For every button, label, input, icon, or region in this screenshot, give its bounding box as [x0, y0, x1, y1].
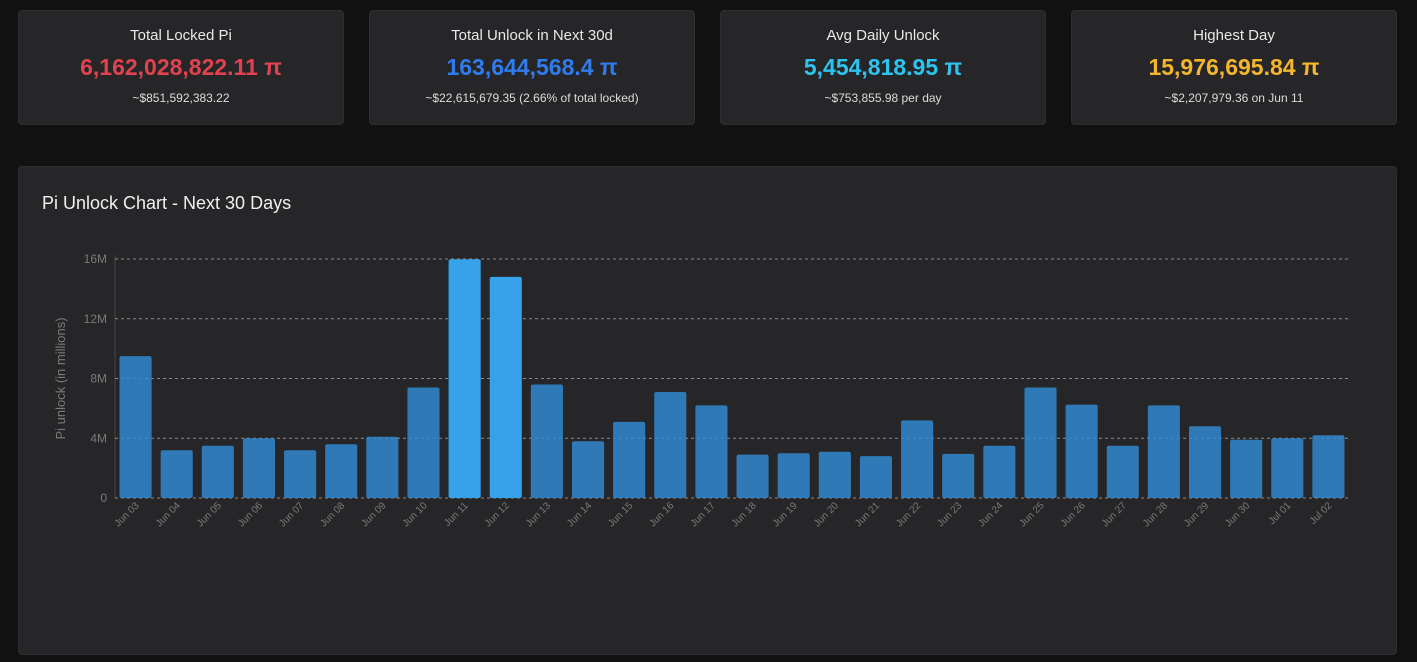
card-title: Avg Daily Unlock: [826, 27, 940, 44]
x-tick-label: Jun 28: [1141, 500, 1170, 529]
bar: [119, 356, 152, 498]
x-tick-label: Jun 25: [1018, 500, 1047, 529]
y-tick-label: 8M: [90, 372, 107, 386]
card-title: Total Unlock in Next 30d: [451, 27, 613, 44]
highest-day-card: Highest Day 15,976,695.84 π ~$2,207,979.…: [1071, 10, 1397, 125]
bar: [571, 441, 605, 498]
bar: [983, 445, 1016, 498]
x-tick-label: Jun 17: [689, 500, 718, 529]
x-tick-label: Jun 08: [318, 500, 347, 529]
bar: [736, 454, 769, 498]
x-tick-label: Jun 21: [853, 500, 882, 529]
avg-daily-unlock-card: Avg Daily Unlock 5,454,818.95 π ~$753,85…: [720, 10, 1046, 125]
bar: [1065, 404, 1098, 498]
card-title: Highest Day: [1193, 27, 1275, 44]
bar: [366, 436, 399, 498]
card-subtitle: ~$2,207,979.36 on Jun 11: [1164, 91, 1304, 105]
card-title: Total Locked Pi: [130, 27, 232, 44]
bar: [901, 420, 934, 498]
y-tick-label: 16M: [84, 252, 107, 266]
x-tick-label: Jul 01: [1267, 500, 1294, 527]
x-tick-label: Jun 14: [565, 500, 594, 529]
bar: [242, 438, 276, 498]
x-tick-label: Jun 24: [976, 500, 1005, 529]
bar: [654, 391, 687, 498]
bar: [489, 276, 522, 498]
card-subtitle: ~$851,592,383.22: [132, 91, 230, 105]
x-tick-label: Jun 09: [359, 500, 388, 529]
bar: [613, 421, 646, 498]
x-tick-label: Jun 12: [483, 500, 512, 529]
card-subtitle: ~$22,615,679.35 (2.66% of total locked): [425, 91, 639, 105]
bar: [859, 456, 893, 498]
bar: [284, 450, 317, 498]
card-value: 163,644,568.4 π: [446, 54, 618, 80]
bar: [818, 451, 851, 498]
bar: [695, 405, 728, 498]
card-value: 15,976,695.84 π: [1148, 54, 1320, 80]
total-locked-card: Total Locked Pi 6,162,028,822.11 π ~$851…: [18, 10, 344, 125]
y-tick-label: 4M: [90, 431, 107, 445]
x-tick-label: Jun 04: [154, 500, 183, 529]
bar: [325, 444, 358, 498]
x-tick-label: Jun 27: [1100, 500, 1129, 529]
bar: [448, 259, 481, 498]
bar: [1188, 426, 1222, 498]
x-tick-label: Jun 23: [935, 500, 964, 529]
y-axis-label: Pi unlock (in millions): [53, 317, 68, 439]
x-tick-label: Jun 16: [647, 500, 676, 529]
bar: [942, 453, 975, 498]
x-tick-label: Jun 18: [730, 500, 759, 529]
bar: [1230, 439, 1263, 498]
x-tick-label: Jun 06: [236, 500, 265, 529]
x-tick-label: Jun 19: [771, 500, 800, 529]
summary-cards: Total Locked Pi 6,162,028,822.11 π ~$851…: [18, 10, 1397, 125]
x-tick-label: Jun 07: [277, 500, 306, 529]
bar: [160, 450, 193, 498]
unlock-chart-panel: Pi Unlock Chart - Next 30 Days 0 4M 8M 12M 1…: [18, 166, 1397, 655]
x-tick-label: Jun 05: [195, 500, 224, 529]
y-tick-label: 0: [100, 491, 107, 505]
bar: [777, 453, 810, 498]
bar: [1312, 435, 1345, 498]
card-subtitle: ~$753,855.98 per day: [824, 91, 942, 105]
chart-title: Pi Unlock Chart - Next 30 Days: [42, 193, 292, 213]
x-tick-label: Jun 26: [1059, 500, 1088, 529]
bar: [1271, 438, 1304, 498]
bar: [1106, 445, 1139, 498]
x-tick-label: Jul 02: [1308, 500, 1335, 527]
unlock-bar-chart: 0 4M 8M 12M 16M Pi unlock (in millions) Jun 03…: [53, 252, 1349, 529]
total-unlock-card: Total Unlock in Next 30d 163,644,568.4 π…: [369, 10, 695, 125]
bar: [1147, 405, 1180, 498]
x-tick-label: Jun 22: [894, 500, 923, 529]
x-tick-label: Jun 11: [442, 500, 471, 529]
bar: [530, 384, 563, 498]
x-tick-label: Jun 13: [524, 500, 553, 529]
bar: [407, 387, 440, 498]
x-tick-label: Jun 15: [606, 500, 635, 529]
x-tick-label: Jun 20: [812, 500, 841, 529]
card-value: 5,454,818.95 π: [803, 54, 963, 80]
x-tick-label: Jun 30: [1223, 500, 1252, 529]
x-tick-label: Jun 03: [113, 500, 142, 529]
y-tick-label: 12M: [84, 312, 107, 326]
card-value: 6,162,028,822.11 π: [80, 54, 282, 80]
bar: [201, 445, 234, 498]
x-tick-label: Jun 29: [1182, 500, 1211, 529]
x-tick-label: Jun 10: [401, 500, 430, 529]
bar: [1024, 387, 1057, 498]
